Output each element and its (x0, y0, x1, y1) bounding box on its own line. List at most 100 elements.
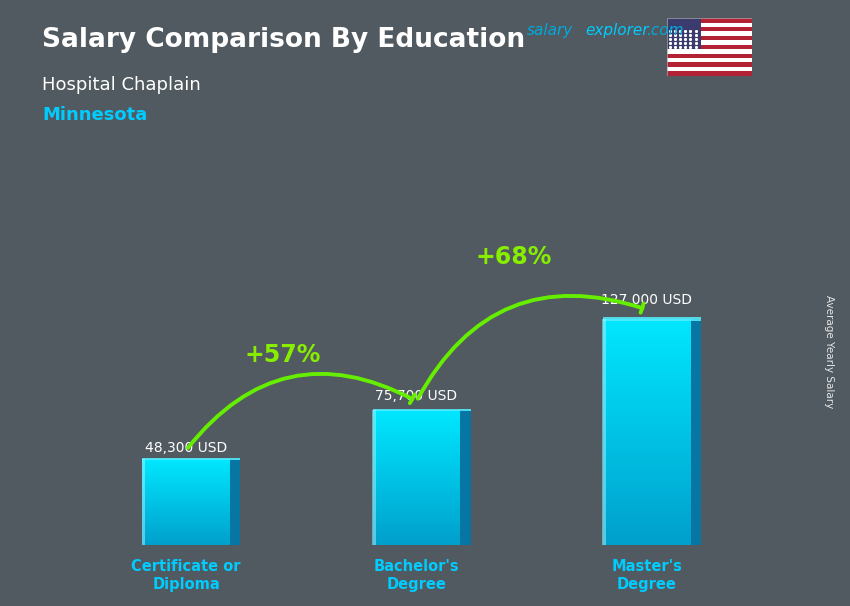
Bar (143, 482, 230, 484)
Bar (143, 515, 230, 517)
Bar (603, 409, 690, 413)
Bar (667, 36, 752, 41)
Bar (143, 514, 230, 515)
Bar (143, 508, 230, 510)
Bar (603, 360, 690, 364)
Bar (603, 402, 690, 405)
Bar (373, 539, 460, 541)
Bar (373, 448, 460, 451)
Bar (667, 22, 752, 27)
Bar (373, 510, 460, 511)
Bar (143, 527, 230, 528)
Bar (603, 432, 690, 436)
Bar (373, 476, 460, 478)
Bar (373, 518, 460, 521)
Bar (667, 18, 752, 22)
Bar (143, 496, 230, 498)
Bar (143, 491, 230, 492)
Bar (667, 45, 752, 49)
Bar (373, 498, 460, 501)
Bar (143, 504, 230, 505)
Bar (603, 462, 690, 466)
Bar (603, 341, 690, 345)
Bar (143, 467, 230, 468)
Bar (603, 496, 690, 500)
Bar (143, 485, 230, 487)
Text: .com: .com (646, 23, 683, 38)
Bar (143, 519, 230, 521)
Bar (373, 521, 460, 523)
Bar (373, 487, 460, 489)
Bar (373, 446, 460, 448)
Bar (373, 502, 460, 505)
Text: explorer: explorer (585, 23, 649, 38)
Bar (143, 481, 230, 482)
Bar (373, 439, 460, 442)
Bar (603, 338, 690, 341)
Bar (603, 368, 690, 371)
Bar (603, 322, 690, 326)
Bar (143, 533, 230, 534)
Bar (373, 534, 460, 536)
Bar (667, 53, 752, 58)
Bar (603, 542, 690, 545)
Bar (373, 453, 460, 455)
Bar (373, 428, 460, 430)
Bar (603, 515, 690, 519)
Bar (373, 507, 460, 510)
Bar (603, 413, 690, 417)
Text: Average Yearly Salary: Average Yearly Salary (824, 295, 834, 408)
Bar (373, 532, 460, 534)
Bar (373, 444, 460, 446)
Bar (143, 468, 230, 469)
Bar (143, 473, 230, 475)
Bar (143, 487, 230, 488)
Bar (142, 459, 145, 545)
Bar (373, 435, 460, 438)
Bar (603, 481, 690, 485)
Text: Salary Comparison By Education: Salary Comparison By Education (42, 27, 525, 53)
Bar (143, 458, 241, 460)
Bar (373, 543, 460, 545)
Bar (603, 375, 690, 379)
Bar (373, 422, 460, 424)
Bar (143, 511, 230, 512)
Bar (143, 530, 230, 531)
Bar (603, 527, 690, 530)
Bar (603, 353, 690, 356)
Bar (667, 67, 752, 72)
Bar (603, 428, 690, 432)
Bar (143, 484, 230, 485)
Bar (373, 419, 460, 422)
Bar (603, 356, 690, 360)
Bar (603, 504, 690, 508)
Bar (373, 415, 460, 417)
Bar (373, 525, 460, 527)
Bar (603, 330, 690, 334)
Bar (143, 488, 230, 489)
Bar (230, 459, 241, 545)
Text: +57%: +57% (245, 343, 321, 367)
Bar (603, 493, 690, 496)
Bar (603, 398, 690, 402)
Bar (603, 470, 690, 474)
Bar (373, 458, 460, 460)
Bar (143, 531, 230, 533)
Bar (373, 451, 460, 453)
Bar (373, 530, 460, 532)
Bar (143, 525, 230, 527)
Bar (373, 478, 460, 480)
Bar (143, 538, 230, 540)
Bar (143, 544, 230, 545)
Bar (603, 405, 690, 409)
Bar (603, 511, 690, 515)
Bar (143, 494, 230, 495)
Bar (143, 521, 230, 522)
Bar (143, 489, 230, 491)
Bar (603, 530, 690, 534)
Bar (603, 454, 690, 459)
Bar (603, 488, 690, 493)
Bar (143, 464, 230, 465)
Bar (667, 32, 752, 36)
Bar (373, 413, 460, 415)
